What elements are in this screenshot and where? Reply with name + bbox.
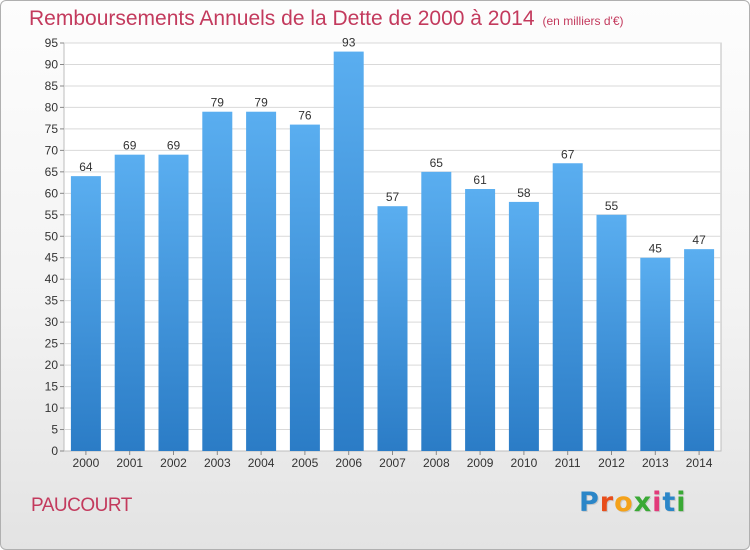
x-tick-label: 2008 (423, 456, 450, 470)
x-tick-label: 2009 (467, 456, 494, 470)
bar-value-label: 79 (254, 96, 268, 110)
chart-subtitle: (en milliers d'€) (542, 14, 624, 28)
x-tick-label: 2005 (292, 456, 319, 470)
bar (70, 176, 101, 451)
bar (465, 189, 496, 451)
x-tick-label: 2002 (160, 456, 187, 470)
y-tick-label: 15 (45, 380, 59, 394)
bar-value-label: 45 (649, 242, 663, 256)
y-tick-label: 40 (45, 272, 59, 286)
x-tick-label: 2001 (116, 456, 143, 470)
x-tick-label: 2014 (686, 456, 713, 470)
y-tick-label: 95 (45, 36, 59, 50)
x-tick-label: 2004 (248, 456, 275, 470)
bar (684, 249, 715, 451)
bar-value-label: 57 (386, 190, 400, 204)
bar (114, 154, 145, 452)
bar-value-label: 79 (211, 96, 225, 110)
bar (202, 111, 233, 451)
bars: 64 69 69 79 79 76 93 57 65 61 58 67 55 45 47 (70, 36, 715, 452)
bar (640, 257, 671, 451)
bar-value-label: 69 (167, 139, 181, 153)
x-tick-label: 2006 (335, 456, 362, 470)
y-tick-label: 65 (45, 165, 59, 179)
logo-letter: i (652, 487, 663, 518)
x-tick-label: 2007 (379, 456, 406, 470)
bar (246, 111, 277, 451)
chart-title-text: Remboursements Annuels de la Dette de 20… (29, 7, 535, 30)
y-axis: 0 5 10 15 20 25 30 35 40 45 50 55 60 65 70 75 80 85 90 95 (45, 36, 64, 458)
logo-letter: t (662, 487, 677, 518)
bar-value-label: 69 (123, 139, 137, 153)
bar-value-label: 67 (561, 147, 575, 161)
x-tick-label: 2003 (204, 456, 231, 470)
bar (421, 171, 452, 451)
y-tick-label: 90 (45, 57, 59, 71)
bar-value-label: 93 (342, 36, 356, 50)
bar (508, 201, 539, 451)
y-tick-label: 80 (45, 100, 59, 114)
bar-value-label: 55 (605, 199, 619, 213)
bar (552, 163, 583, 451)
x-tick-label: 2000 (73, 456, 100, 470)
bar-value-label: 58 (517, 186, 531, 200)
y-tick-label: 50 (45, 229, 59, 243)
bar (333, 51, 364, 451)
logo-letter: P (579, 487, 600, 518)
proxiti-logo: Proxiti (579, 487, 687, 518)
bar-value-label: 76 (298, 109, 312, 123)
logo-letter: x (633, 487, 653, 518)
logo-letter: o (614, 487, 634, 518)
y-tick-label: 85 (45, 79, 59, 93)
y-tick-label: 30 (45, 315, 59, 329)
bar (158, 154, 189, 452)
y-tick-label: 60 (45, 186, 59, 200)
x-tick-label: 2011 (555, 456, 581, 470)
y-tick-label: 35 (45, 294, 59, 308)
y-tick-label: 20 (45, 358, 59, 372)
bar-value-label: 47 (692, 233, 706, 247)
y-tick-label: 5 (51, 423, 58, 437)
chart-title: Remboursements Annuels de la Dette de 20… (29, 7, 624, 31)
x-tick-label: 2010 (511, 456, 538, 470)
y-tick-label: 70 (45, 143, 59, 157)
bar-value-label: 64 (79, 160, 93, 174)
bar (596, 214, 627, 451)
y-tick-label: 10 (45, 401, 59, 415)
x-tick-label: 2013 (642, 456, 669, 470)
bar-value-label: 65 (430, 156, 444, 170)
y-tick-label: 0 (51, 444, 58, 458)
bar-value-label: 61 (473, 173, 487, 187)
y-tick-label: 25 (45, 337, 59, 351)
y-tick-label: 55 (45, 208, 59, 222)
place-name: PAUCOURT (31, 495, 132, 516)
x-tick-label: 2012 (598, 456, 625, 470)
logo-letter: i (676, 487, 687, 518)
logo-letter: r (599, 487, 615, 518)
y-tick-label: 45 (45, 251, 59, 265)
y-tick-label: 75 (45, 122, 59, 136)
x-axis: 2000 2001 2002 2003 2004 2005 2006 2007 2008 2009… (73, 451, 713, 470)
bar (289, 124, 320, 451)
bar (377, 206, 408, 451)
